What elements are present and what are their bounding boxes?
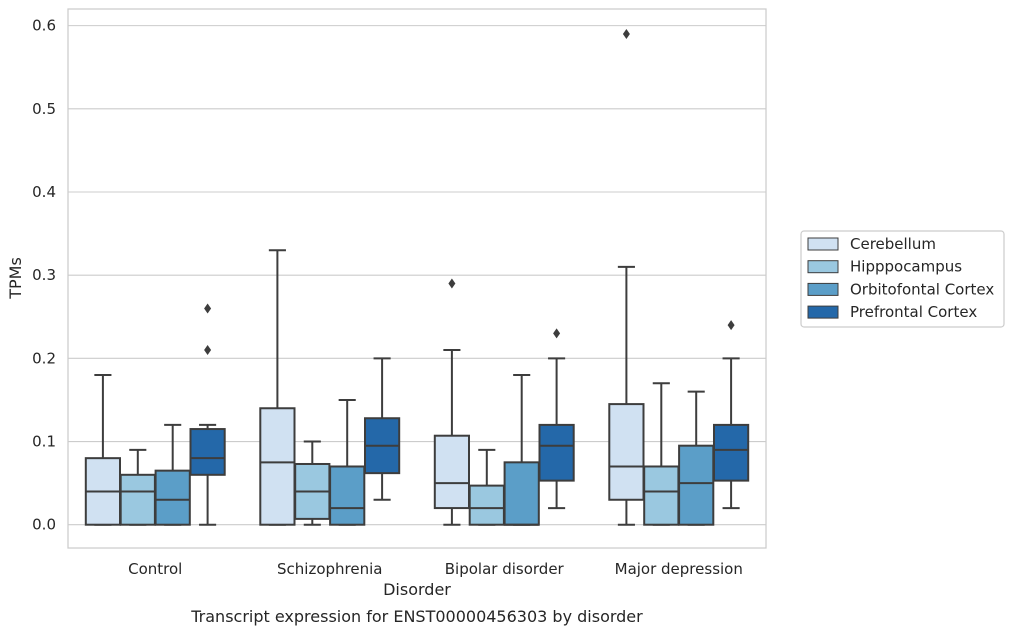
box-body [608,403,645,501]
x-axis-label: Disorder [383,580,451,599]
box-body [259,407,296,526]
box-group [608,28,645,526]
legend-label: Orbitofontal Cortex [850,280,994,298]
legend-label: Prefrontal Cortex [850,303,977,321]
box-group [154,423,191,526]
box-body [678,444,715,526]
x-tick-labels: Control Schizophrenia Bipolar disorder Majo… [128,560,743,578]
box-body [468,484,505,526]
x-tick-label: Bipolar disorder [445,560,565,578]
legend-label: Hipppocampus [850,258,962,276]
box-group [503,373,540,526]
y-tick-label: 0.1 [32,433,56,451]
outlier-point [553,328,561,339]
legend-swatch [807,305,839,319]
legend: Cerebellum Hipppocampus Orbitofontal Corte… [800,230,1005,328]
box-group [433,278,471,526]
box-group [712,320,750,510]
box-body [119,473,156,526]
box-group [538,328,575,510]
legend-swatch [807,260,839,274]
box-body [538,423,575,482]
box-body [712,423,750,482]
x-tick-label: Schizophrenia [277,560,382,578]
figure-caption: Transcript expression for ENST0000045630… [190,607,643,626]
box-body [329,465,366,526]
box-group [259,249,296,526]
plot-frame [67,8,767,549]
box-group [294,440,331,526]
outlier-point [727,320,735,331]
box-group [678,390,715,526]
outlier-point [204,303,212,314]
y-tick-label: 0.6 [32,17,56,35]
box-group [119,448,156,526]
box-body [433,434,471,510]
y-tick-label: 0.0 [32,516,56,534]
outlier-point [204,345,212,356]
y-tick-label: 0.5 [32,100,56,118]
box-group [363,357,401,501]
box-group [189,303,226,526]
box-group [329,398,366,526]
x-tick-label: Major depression [615,560,743,578]
outlier-point [622,28,630,39]
legend-swatch [807,282,839,296]
y-tick-labels: 0.0 0.1 0.2 0.3 0.4 0.5 0.6 [32,17,56,534]
x-tick-label: Control [128,560,182,578]
legend-frame [800,230,1005,328]
y-tick-label: 0.3 [32,266,56,284]
box-body [189,428,226,476]
outlier-point [448,278,456,289]
box-body [154,469,191,526]
y-tick-label: 0.4 [32,183,56,201]
y-axis-label: TPMs [6,257,25,300]
legend-swatch [807,237,839,251]
boxes-layer [84,28,750,526]
legend-label: Cerebellum [850,235,936,253]
y-tick-label: 0.2 [32,349,56,367]
plot-background [68,9,766,548]
box-body [643,465,680,526]
box-body [503,461,540,526]
